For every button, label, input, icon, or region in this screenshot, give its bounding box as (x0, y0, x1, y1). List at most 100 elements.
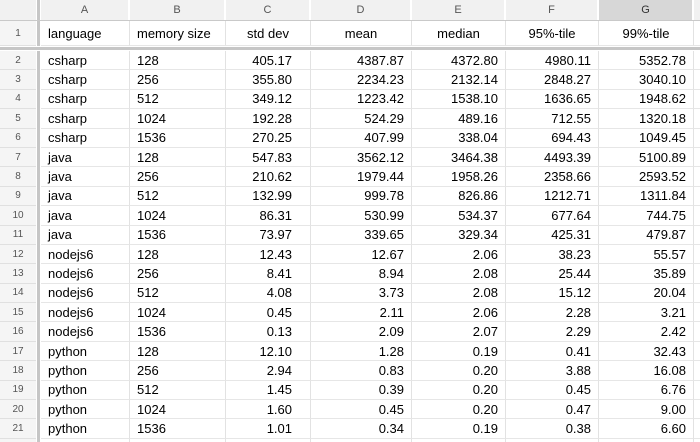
cell-A18[interactable]: python (41, 361, 130, 381)
column-header-G[interactable]: G (599, 0, 694, 20)
cell-E3[interactable]: 2132.14 (412, 70, 506, 90)
row-header-4[interactable]: 4 (0, 89, 36, 110)
cell-F8[interactable]: 2358.66 (506, 167, 599, 187)
frozen-column-divider[interactable] (36, 264, 41, 284)
cell-E9[interactable]: 826.86 (412, 186, 506, 207)
cell-D19[interactable]: 0.39 (311, 380, 412, 401)
cell-B1[interactable]: memory size (130, 21, 226, 46)
cell-F2[interactable]: 4980.11 (506, 51, 599, 71)
cell-C4[interactable]: 349.12 (226, 89, 311, 110)
cell-G14[interactable]: 20.04 (599, 283, 694, 304)
cell-E20[interactable]: 0.20 (412, 400, 506, 420)
cell-F1[interactable]: 95%-tile (506, 21, 599, 46)
cell-A11[interactable]: java (41, 225, 130, 245)
frozen-column-divider[interactable] (36, 109, 41, 129)
cell-F7[interactable]: 4493.39 (506, 147, 599, 168)
cell-E2[interactable]: 4372.80 (412, 51, 506, 71)
frozen-column-divider[interactable] (36, 419, 41, 439)
cell-D20[interactable]: 0.45 (311, 400, 412, 420)
cell-A9[interactable]: java (41, 186, 130, 207)
frozen-column-divider[interactable] (36, 380, 41, 401)
cell-E15[interactable]: 2.06 (412, 303, 506, 323)
cell-B6[interactable]: 1536 (130, 128, 226, 148)
cell-B3[interactable]: 256 (130, 70, 226, 90)
cell-C7[interactable]: 547.83 (226, 147, 311, 168)
cell-C8[interactable]: 210.62 (226, 167, 311, 187)
cell-F6[interactable]: 694.43 (506, 128, 599, 148)
cell-D15[interactable]: 2.11 (311, 303, 412, 323)
frozen-column-divider[interactable] (36, 186, 41, 207)
row-header-15[interactable]: 15 (0, 303, 36, 323)
cell-E10[interactable]: 534.37 (412, 206, 506, 226)
cell-F4[interactable]: 1636.65 (506, 89, 599, 110)
cell-B15[interactable]: 1024 (130, 303, 226, 323)
cell-D17[interactable]: 1.28 (311, 341, 412, 362)
frozen-column-divider[interactable] (36, 167, 41, 187)
cell-C12[interactable]: 12.43 (226, 244, 311, 265)
row-header-8[interactable]: 8 (0, 167, 36, 187)
frozen-column-divider[interactable] (36, 89, 41, 110)
column-header-C[interactable]: C (226, 0, 311, 20)
row-header-13[interactable]: 13 (0, 264, 36, 284)
cell-B8[interactable]: 256 (130, 167, 226, 187)
cell-G4[interactable]: 1948.62 (599, 89, 694, 110)
cell-C21[interactable]: 1.01 (226, 419, 311, 439)
row-header-20[interactable]: 20 (0, 400, 36, 420)
row-header-1[interactable]: 1 (0, 21, 36, 46)
cell-F18[interactable]: 3.88 (506, 361, 599, 381)
cell-G17[interactable]: 32.43 (599, 341, 694, 362)
cell-D6[interactable]: 407.99 (311, 128, 412, 148)
cell-E17[interactable]: 0.19 (412, 341, 506, 362)
cell-D21[interactable]: 0.34 (311, 419, 412, 439)
cell-F5[interactable]: 712.55 (506, 109, 599, 129)
row-header-5[interactable]: 5 (0, 109, 36, 129)
cell-A7[interactable]: java (41, 147, 130, 168)
cell-D13[interactable]: 8.94 (311, 264, 412, 284)
cell-D11[interactable]: 339.65 (311, 225, 412, 245)
cell-C17[interactable]: 12.10 (226, 341, 311, 362)
cell-G6[interactable]: 1049.45 (599, 128, 694, 148)
cell-D2[interactable]: 4387.87 (311, 51, 412, 71)
row-header-9[interactable]: 9 (0, 186, 36, 207)
cell-A16[interactable]: nodejs6 (41, 322, 130, 342)
row-header-2[interactable]: 2 (0, 51, 36, 71)
cell-D5[interactable]: 524.29 (311, 109, 412, 129)
cell-A8[interactable]: java (41, 167, 130, 187)
cell-A5[interactable]: csharp (41, 109, 130, 129)
cell-A19[interactable]: python (41, 380, 130, 401)
cell-B2[interactable]: 128 (130, 51, 226, 71)
cell-E4[interactable]: 1538.10 (412, 89, 506, 110)
cell-A2[interactable]: csharp (41, 51, 130, 71)
cell-E19[interactable]: 0.20 (412, 380, 506, 401)
cell-A15[interactable]: nodejs6 (41, 303, 130, 323)
frozen-column-divider[interactable] (36, 225, 41, 245)
cell-A1[interactable]: language (41, 21, 130, 46)
cell-B21[interactable]: 1536 (130, 419, 226, 439)
cell-E14[interactable]: 2.08 (412, 283, 506, 304)
row-header-16[interactable]: 16 (0, 322, 36, 342)
cell-B9[interactable]: 512 (130, 186, 226, 207)
cell-B4[interactable]: 512 (130, 89, 226, 110)
cell-G12[interactable]: 55.57 (599, 244, 694, 265)
frozen-column-divider[interactable] (36, 21, 41, 46)
cell-E16[interactable]: 2.07 (412, 322, 506, 342)
cell-B10[interactable]: 1024 (130, 206, 226, 226)
cell-G15[interactable]: 3.21 (599, 303, 694, 323)
cell-D1[interactable]: mean (311, 21, 412, 46)
cell-B17[interactable]: 128 (130, 341, 226, 362)
cell-A21[interactable]: python (41, 419, 130, 439)
column-header-A[interactable]: A (41, 0, 130, 20)
row-header-19[interactable]: 19 (0, 380, 36, 401)
row-header-11[interactable]: 11 (0, 225, 36, 245)
cell-F11[interactable]: 425.31 (506, 225, 599, 245)
frozen-column-divider[interactable] (36, 322, 41, 342)
cell-C18[interactable]: 2.94 (226, 361, 311, 381)
cell-C10[interactable]: 86.31 (226, 206, 311, 226)
cell-A12[interactable]: nodejs6 (41, 244, 130, 265)
frozen-column-divider[interactable] (36, 51, 41, 71)
select-all-corner[interactable] (0, 0, 36, 20)
cell-A13[interactable]: nodejs6 (41, 264, 130, 284)
cell-G13[interactable]: 35.89 (599, 264, 694, 284)
frozen-column-divider[interactable] (36, 70, 41, 90)
frozen-column-divider[interactable] (36, 361, 41, 381)
